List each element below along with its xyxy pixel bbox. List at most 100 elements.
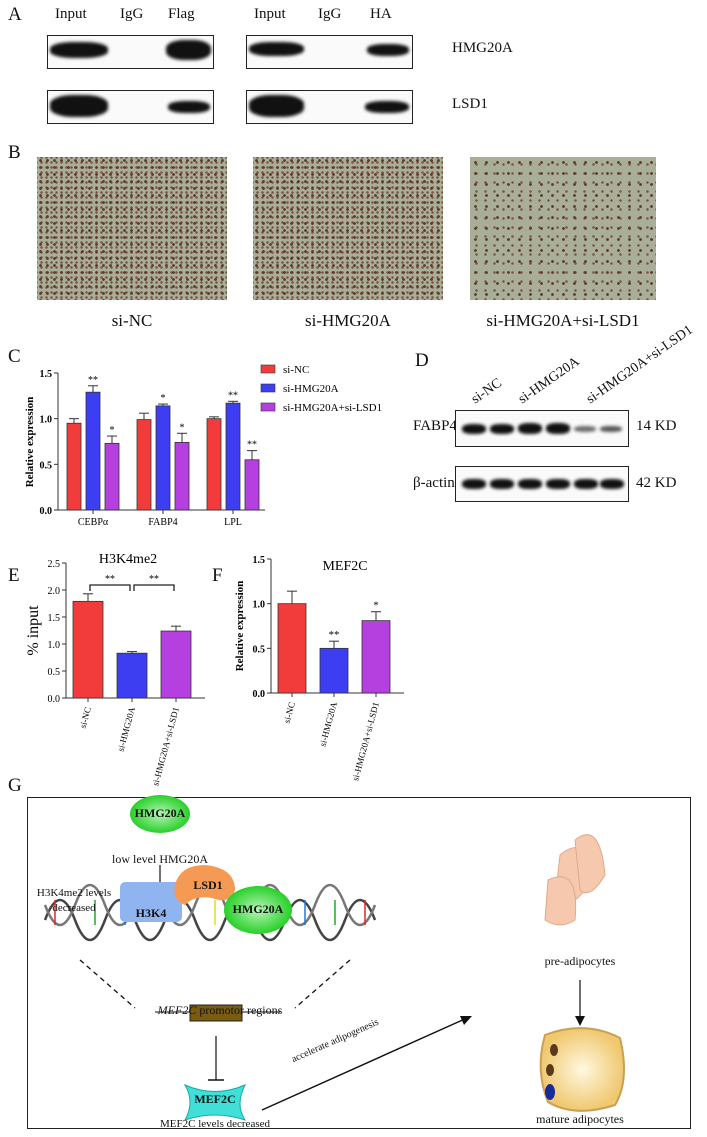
y-tick-label: 1.5 bbox=[40, 369, 53, 380]
lane-label: si-HMG20A bbox=[515, 354, 583, 408]
y-tick-label: 0.0 bbox=[40, 506, 53, 517]
arrow-icon bbox=[460, 1016, 472, 1025]
blot-beta-actin bbox=[455, 466, 629, 502]
y-tick-label: 0.5 bbox=[48, 667, 61, 678]
arrow-down-icon bbox=[575, 1016, 585, 1026]
significance-label: * bbox=[161, 393, 166, 404]
micrograph-si-hmg20a bbox=[253, 157, 443, 300]
significance-bracket bbox=[89, 584, 131, 591]
bar bbox=[136, 419, 152, 511]
hmg20a-protein-icon bbox=[130, 795, 190, 833]
hmg20a-bound-icon bbox=[224, 886, 292, 934]
mature-adipocytes-label: mature adipocytes bbox=[536, 1112, 624, 1126]
legend-label: si-NC bbox=[283, 364, 309, 376]
legend-label: si-HMG20A+si-LSD1 bbox=[283, 402, 382, 414]
schematic-box bbox=[27, 797, 691, 1129]
y-tick-label: 0.0 bbox=[253, 689, 266, 700]
x-tick-label: CEBPα bbox=[78, 517, 109, 528]
bar bbox=[72, 600, 104, 699]
y-tick-label: 1.5 bbox=[253, 555, 266, 566]
row-label: β-actin bbox=[413, 475, 455, 491]
hmg20a-dna-label: HMG20A bbox=[232, 902, 284, 916]
x-tick-label: si-HMG20A+si-LSD1 bbox=[350, 701, 381, 782]
panel-label-b: B bbox=[8, 142, 21, 163]
lane-label: si-HMG20A+si-LSD1 bbox=[583, 322, 696, 408]
chart-e: 0.0 0.5 1.0 1.5 2.0 2.5 H3K4me2 % input si-NC si-… bbox=[25, 552, 205, 787]
schematic-drawing bbox=[43, 795, 625, 1121]
y-tick-label: 2.5 bbox=[48, 559, 61, 570]
chart-f: 0.0 0.5 1.0 1.5 MEF2C Relative expression si-N… bbox=[234, 555, 404, 782]
y-axis-label: % input bbox=[25, 605, 42, 656]
y-tick-label: 1.0 bbox=[253, 600, 266, 611]
x-tick-label: LPL bbox=[224, 517, 242, 528]
blot-lsd1-ha bbox=[246, 90, 413, 124]
bar bbox=[116, 652, 148, 699]
lane-label: Flag bbox=[168, 6, 195, 22]
significance-label: ** bbox=[329, 629, 340, 641]
pre-adipocytes-icon bbox=[544, 834, 606, 926]
row-label: LSD1 bbox=[452, 96, 488, 112]
y-tick-label: 1.0 bbox=[40, 415, 53, 426]
micrograph-si-hmg20a-si-lsd1 bbox=[470, 157, 656, 300]
blot-hmg20a-ha bbox=[246, 35, 413, 69]
significance-label: ** bbox=[105, 574, 115, 585]
lsd1-label: LSD1 bbox=[193, 878, 223, 892]
bar bbox=[160, 630, 192, 699]
y-tick-label: 1.5 bbox=[48, 613, 61, 624]
significance-label: * bbox=[110, 425, 115, 436]
promoter-region-icon bbox=[189, 1004, 243, 1022]
x-tick-label: si-HMG20A+si-LSD1 bbox=[150, 706, 181, 787]
caption: si-HMG20A+si-LSD1 bbox=[486, 311, 640, 330]
gene-name: MEF2C bbox=[157, 1003, 197, 1017]
bar bbox=[277, 603, 307, 694]
significance-label: ** bbox=[88, 375, 98, 386]
significance-label: ** bbox=[149, 574, 159, 585]
micrograph-si-nc bbox=[37, 157, 227, 300]
h3k4-icon bbox=[120, 882, 182, 922]
y-axis-label: Relative expression bbox=[234, 581, 246, 672]
legend-swatch bbox=[260, 383, 276, 393]
significance-label: * bbox=[373, 600, 379, 612]
x-tick-label: si-HMG20A bbox=[115, 705, 137, 752]
bar bbox=[361, 620, 391, 694]
h3k4-label: H3K4 bbox=[135, 906, 167, 920]
blot-fabp4 bbox=[455, 410, 629, 447]
h3k4me2-levels-label: H3K4me2 levels decreased bbox=[36, 887, 112, 914]
bar bbox=[225, 402, 241, 511]
size-label: 42 KD bbox=[636, 475, 677, 491]
mef2c-protein-icon bbox=[183, 1083, 247, 1121]
panel-label-e: E bbox=[8, 565, 20, 586]
significance-label: * bbox=[180, 422, 185, 433]
y-tick-label: 0.0 bbox=[48, 694, 61, 705]
bar bbox=[206, 418, 222, 511]
promoter-text: promotor regions bbox=[196, 1003, 283, 1017]
y-tick-label: 2.0 bbox=[48, 586, 61, 597]
lane-label: HA bbox=[370, 6, 392, 22]
x-tick-label: si-NC bbox=[78, 706, 93, 729]
lane-label: Input bbox=[254, 6, 286, 22]
y-axis-label: Relative expression bbox=[24, 397, 36, 488]
y-tick-label: 1.0 bbox=[48, 640, 61, 651]
panel-label-f: F bbox=[212, 565, 223, 586]
lsd1-icon bbox=[174, 865, 235, 905]
bar bbox=[319, 647, 349, 694]
legend-label: si-HMG20A bbox=[283, 383, 339, 395]
chart-title: H3K4me2 bbox=[99, 552, 157, 567]
lane-label: IgG bbox=[318, 6, 342, 22]
x-tick-label: FABP4 bbox=[148, 517, 177, 528]
y-tick-label: 0.5 bbox=[253, 644, 266, 655]
panel-label-d: D bbox=[415, 350, 429, 371]
caption: si-HMG20A bbox=[305, 311, 391, 330]
x-tick-label: si-NC bbox=[282, 701, 297, 724]
bar bbox=[66, 422, 82, 511]
y-tick-label: 0.5 bbox=[40, 460, 53, 471]
bar bbox=[174, 442, 190, 511]
lane-label: Input bbox=[55, 6, 87, 22]
hmg20a-label: HMG20A bbox=[134, 806, 186, 820]
mef2c-levels-label: MEF2C levels decreased bbox=[160, 1118, 270, 1130]
pre-adipocytes-label: pre-adipocytes bbox=[544, 954, 616, 968]
panel-label-g: G bbox=[8, 775, 22, 796]
panel-label-c: C bbox=[8, 346, 21, 367]
